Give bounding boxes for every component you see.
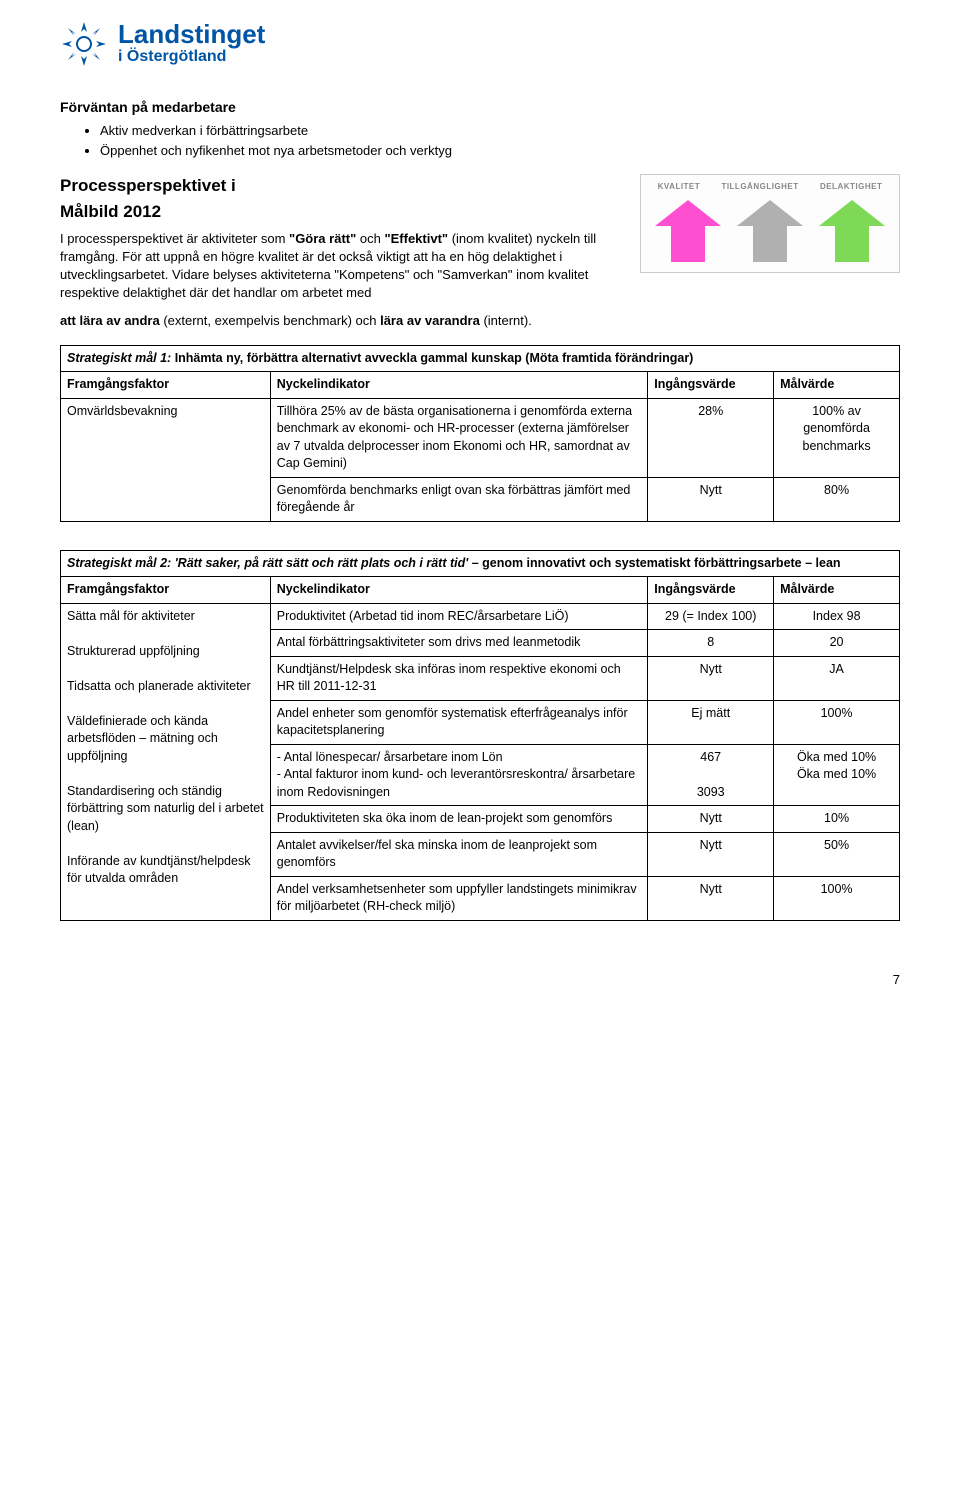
cell-input: Nytt <box>648 876 774 920</box>
cell-target: 10% <box>774 806 900 833</box>
cell-indicator: - Antal lönespecar/ årsarbetare inom Lön… <box>270 744 648 806</box>
goal-title-rest: – genom innovativt och systematiskt förb… <box>468 556 840 570</box>
logo-line2: i Östergötland <box>118 47 265 66</box>
cell-input: Nytt <box>648 832 774 876</box>
goal1-table: Strategiskt mål 1: Inhämta ny, förbättra… <box>60 345 900 522</box>
cell-input: 8 <box>648 630 774 657</box>
cell-indicator: Andel enheter som genomför systematisk e… <box>270 700 648 744</box>
chart-label: TILLGÄNGLIGHET <box>721 181 798 192</box>
cell-indicator: Produktivitet (Arbetad tid inom REC/årsa… <box>270 603 648 630</box>
sun-icon <box>60 20 108 68</box>
chart-label: KVALITET <box>658 181 701 192</box>
table-title-row: Strategiskt mål 1: Inhämta ny, förbättra… <box>61 345 900 372</box>
cell-input: 467 3093 <box>648 744 774 806</box>
col-header: Framgångsfaktor <box>61 372 271 399</box>
bullet-item: Aktiv medverkan i förbättringsarbete <box>100 122 900 140</box>
cell-target: 100% av genomförda benchmarks <box>774 398 900 477</box>
cell-target: Index 98 <box>774 603 900 630</box>
perspective-title-1: Processperspektivet i <box>60 174 620 198</box>
cell-input: Nytt <box>648 656 774 700</box>
goal-prefix: Strategiskt mål 1: <box>67 351 171 365</box>
cell-target: 100% <box>774 876 900 920</box>
perspective-paragraph-part1: I processperspektivet är aktiviteter som… <box>60 230 620 303</box>
goal-prefix: Strategiskt mål 2: <box>67 556 171 570</box>
table-header-row: Framgångsfaktor Nyckelindikator Ingångsv… <box>61 372 900 399</box>
cell-factor: Omvärldsbevakning <box>61 398 271 521</box>
cell-indicator: Andel verksamhetsenheter som uppfyller l… <box>270 876 648 920</box>
col-header: Ingångsvärde <box>648 372 774 399</box>
table-title-row: Strategiskt mål 2: 'Rätt saker, på rätt … <box>61 550 900 577</box>
cell-target: Öka med 10% Öka med 10% <box>774 744 900 806</box>
bullet-item: Öppenhet och nyfikenhet mot nya arbetsme… <box>100 142 900 160</box>
cell-indicator: Antalet avvikelser/fel ska minska inom d… <box>270 832 648 876</box>
arrow-up-icon <box>817 198 887 264</box>
cell-input: 28% <box>648 398 774 477</box>
cell-input: Nytt <box>648 477 774 521</box>
table-row: Omvärldsbevakning Tillhöra 25% av de bäs… <box>61 398 900 477</box>
logo-line1: Landstinget <box>118 21 265 47</box>
cell-target: JA <box>774 656 900 700</box>
col-header: Nyckelindikator <box>270 577 648 604</box>
cell-input: 29 (= Index 100) <box>648 603 774 630</box>
goal2-table: Strategiskt mål 2: 'Rätt saker, på rätt … <box>60 550 900 921</box>
goal-title: Inhämta ny, förbättra alternativt avveck… <box>171 351 693 365</box>
table-header-row: Framgångsfaktor Nyckelindikator Ingångsv… <box>61 577 900 604</box>
cell-target: 50% <box>774 832 900 876</box>
cell-indicator: Tillhöra 25% av de bästa organisationern… <box>270 398 648 477</box>
chart-label: DELAKTIGHET <box>820 181 882 192</box>
cell-target: 20 <box>774 630 900 657</box>
cell-indicator: Produktiviteten ska öka inom de lean-pro… <box>270 806 648 833</box>
cell-factor: Sätta mål för aktiviteter Strukturerad u… <box>61 603 271 920</box>
col-header: Målvärde <box>774 372 900 399</box>
arrows-chart: KVALITET TILLGÄNGLIGHET DELAKTIGHET <box>640 174 900 273</box>
cell-input: Ej mätt <box>648 700 774 744</box>
col-header: Nyckelindikator <box>270 372 648 399</box>
col-header: Målvärde <box>774 577 900 604</box>
cell-target: 100% <box>774 700 900 744</box>
col-header: Ingångsvärde <box>648 577 774 604</box>
cell-target: 80% <box>774 477 900 521</box>
col-header: Framgångsfaktor <box>61 577 271 604</box>
goal-title-ital: 'Rätt saker, på rätt sätt och rätt plats… <box>171 556 468 570</box>
cell-indicator: Antal förbättringsaktiviteter som drivs … <box>270 630 648 657</box>
logo-text: Landstinget i Östergötland <box>118 21 265 66</box>
org-logo: Landstinget i Östergötland <box>60 20 900 68</box>
table-row: Sätta mål för aktiviteter Strukturerad u… <box>61 603 900 630</box>
arrow-up-icon <box>735 198 805 264</box>
page-number: 7 <box>60 971 900 989</box>
expectation-bullets: Aktiv medverkan i förbättringsarbete Öpp… <box>60 122 900 160</box>
perspective-title-2: Målbild 2012 <box>60 200 620 224</box>
cell-indicator: Kundtjänst/Helpdesk ska införas inom res… <box>270 656 648 700</box>
expectation-title: Förväntan på medarbetare <box>60 98 900 118</box>
cell-indicator: Genomförda benchmarks enligt ovan ska fö… <box>270 477 648 521</box>
arrow-up-icon <box>653 198 723 264</box>
cell-input: Nytt <box>648 806 774 833</box>
